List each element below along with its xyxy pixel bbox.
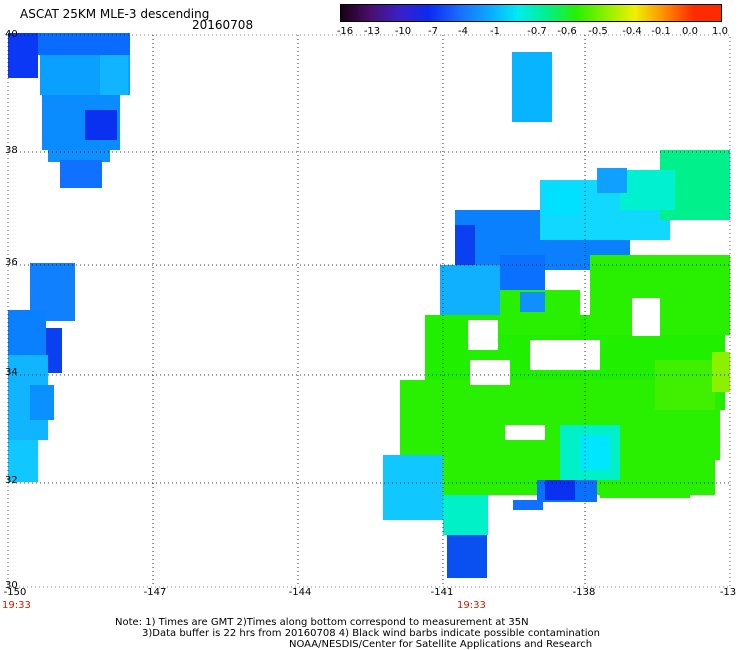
data-cell	[440, 265, 500, 315]
colorbar-segment	[458, 5, 489, 21]
colorbar-segment	[605, 5, 636, 21]
latitude-tick-label: 38	[5, 145, 18, 156]
latitude-tick-label: 36	[5, 257, 18, 268]
data-cell	[712, 352, 730, 392]
no-data-gap	[505, 425, 545, 440]
colorbar-segment	[664, 5, 695, 21]
data-cell	[383, 455, 443, 520]
colorbar-tick-label: -13	[363, 26, 381, 37]
mid-time-label: 19:33	[457, 600, 486, 611]
plot-frame	[7, 34, 731, 588]
no-data-gap	[470, 360, 510, 385]
data-cell	[597, 168, 627, 193]
data-cell	[100, 55, 128, 95]
colorbar-tick-label: -7	[428, 26, 438, 37]
data-cell	[655, 360, 715, 410]
latitude-tick-label: 34	[5, 367, 18, 378]
colorbar-segment	[517, 5, 548, 21]
data-cell	[545, 480, 575, 500]
colorbar-segment	[693, 5, 721, 21]
start-time-label: 19:33	[2, 600, 31, 611]
colorbar-segment	[634, 5, 665, 21]
colorbar-tick-label: -4	[458, 26, 468, 37]
colorbar-tick-label: -0.1	[651, 26, 671, 37]
colorbar-tick-label: -16	[336, 26, 354, 37]
longitude-tick-label: -13	[719, 587, 737, 598]
data-cell	[8, 33, 38, 78]
data-cell	[500, 255, 545, 295]
data-cell	[85, 110, 117, 140]
data-cell	[30, 385, 54, 420]
colorbar	[340, 4, 722, 22]
data-cell	[545, 185, 580, 215]
longitude-tick-label: -141	[430, 587, 454, 598]
longitude-tick-label: -147	[143, 587, 167, 598]
data-cell	[600, 480, 690, 498]
note-line-1: Note: 1) Times are GMT 2)Times along bot…	[115, 617, 529, 628]
data-cell	[443, 495, 488, 535]
longitude-tick-label: -138	[572, 587, 596, 598]
data-swaths	[8, 33, 730, 578]
map-title: ASCAT 25KM MLE-3 descending	[20, 7, 210, 21]
data-cell	[513, 500, 543, 510]
data-cell	[8, 440, 38, 482]
colorbar-tick-label: -0.4	[622, 26, 642, 37]
colorbar-tick-label: -0.7	[527, 26, 547, 37]
longitude-tick-label: -150	[3, 587, 27, 598]
colorbar-segment	[370, 5, 401, 21]
colorbar-segment	[487, 5, 518, 21]
data-cell	[60, 160, 102, 188]
colorbar-tick-label: 0.0	[682, 26, 698, 37]
latitude-tick-label: 40	[5, 29, 18, 40]
colorbar-tick-label: -0.6	[557, 26, 577, 37]
colorbar-tick-label: -1	[490, 26, 500, 37]
colorbar-segment	[546, 5, 577, 21]
colorbar-segment	[399, 5, 430, 21]
data-cell	[8, 33, 130, 55]
data-cell	[455, 225, 475, 265]
latitude-tick-label: 30	[5, 580, 18, 591]
colorbar-tick-label: 1.0	[712, 26, 728, 37]
data-cell	[447, 535, 487, 578]
data-cell	[46, 328, 62, 373]
graticule	[8, 35, 730, 587]
data-cell	[580, 435, 610, 470]
colorbar-segment	[576, 5, 606, 21]
map-date: 20160708	[192, 18, 254, 32]
no-data-gap	[632, 298, 660, 336]
latitude-tick-label: 32	[5, 475, 18, 486]
longitude-tick-label: -144	[288, 587, 312, 598]
note-line-2: 3)Data buffer is 22 hrs from 20160708 4)…	[142, 628, 600, 639]
colorbar-tick-label: -10	[394, 26, 412, 37]
no-data-gap	[468, 320, 498, 350]
data-cell	[512, 52, 552, 122]
data-cell	[8, 310, 46, 355]
data-cell	[620, 170, 675, 210]
no-data-gap	[530, 340, 600, 370]
data-cell	[48, 150, 110, 162]
note-line-3: NOAA/NESDIS/Center for Satellite Applica…	[289, 639, 593, 650]
data-cell	[520, 292, 545, 312]
colorbar-tick-label: -0.5	[588, 26, 608, 37]
colorbar-segment	[341, 5, 371, 21]
colorbar-segment	[429, 5, 460, 21]
